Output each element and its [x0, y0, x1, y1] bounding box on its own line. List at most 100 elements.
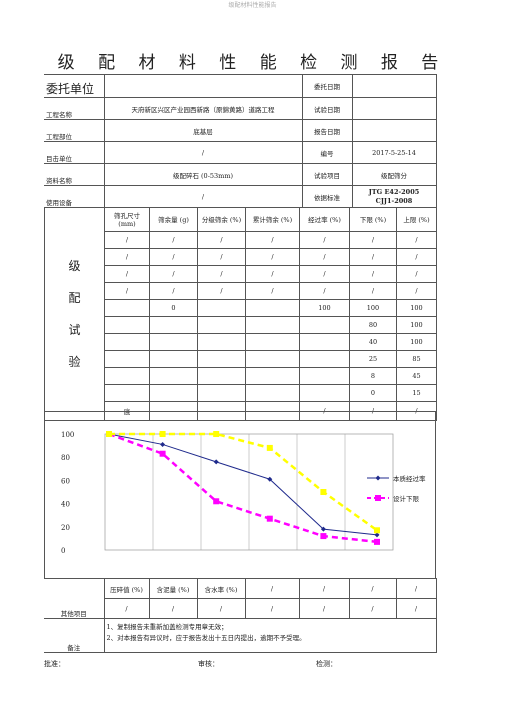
others-value: /: [298, 598, 350, 619]
grading-cell: /: [396, 265, 437, 283]
grading-cell: /: [349, 282, 397, 300]
data-point: [374, 538, 380, 545]
number-value: 2017-5-25-14: [351, 141, 437, 164]
standard-label: 依据标准: [301, 185, 353, 208]
client-date-label: 委托日期: [301, 74, 353, 98]
data-point: [106, 431, 112, 437]
grading-cell: /: [396, 231, 437, 249]
grading-cell: /: [197, 248, 246, 266]
standard-line-1: JTG E42-2005: [368, 187, 420, 196]
report-date-label: 报告日期: [301, 119, 353, 142]
others-header: 含水率 (%): [196, 578, 246, 599]
others-table: 其他项目 压碎值 (%) 含泥量 (%) 含水率 (%) / / / / / / / / / / /: [44, 578, 437, 619]
notes-label: 备注: [44, 618, 105, 653]
grading-cell: /: [245, 265, 300, 283]
grading-cell: /: [349, 248, 397, 266]
grading-cell: [104, 367, 150, 385]
grading-side-char: 试: [68, 323, 81, 337]
series-line: [108, 433, 378, 536]
y-tick-label: 20: [61, 524, 70, 532]
grading-cell: 15: [396, 384, 437, 402]
grading-cell: 45: [396, 367, 437, 385]
grading-cell: [197, 350, 246, 368]
grading-cell: [104, 333, 150, 351]
others-value: /: [348, 598, 397, 619]
grading-cell: [104, 316, 150, 334]
y-tick-label: 100: [61, 431, 74, 439]
material-label: 资料名称: [44, 163, 105, 186]
project-part-label: 工程部位: [44, 119, 105, 142]
grading-cell: /: [299, 265, 350, 283]
grading-cell: [197, 333, 246, 351]
data-point: [266, 515, 273, 522]
grading-row: 0 15: [45, 384, 437, 402]
notes-content: 1、复制报告未重新加盖检测专用章无效； 2、对本报告有异议时，应于报告发出十五日…: [103, 618, 437, 653]
grading-row: 25 85: [45, 350, 437, 368]
grading-cell: /: [197, 282, 246, 300]
grading-table: 级配试验筛孔尺寸 (mm) 筛余量 (g) 分级筛余 (%) 累计筛余 (%) 经过率 …: [44, 207, 437, 421]
grading-side-label: 级配试验: [44, 207, 105, 421]
origin-label: 目击单位: [44, 141, 105, 164]
note-line-1: 1、复制报告未重新加盖检测专用章无效；: [106, 623, 228, 631]
data-point: [320, 533, 327, 540]
grading-cell: [299, 367, 350, 385]
grading-cell: 100: [349, 299, 397, 317]
grading-cell: [245, 367, 300, 385]
data-point: [213, 459, 219, 465]
data-point: [266, 444, 273, 451]
test-item-value: 级配筛分: [351, 163, 437, 186]
grading-cell: [245, 333, 300, 351]
grading-header: 经过率 (%): [299, 207, 350, 232]
others-value: /: [244, 598, 300, 619]
data-point: [267, 476, 273, 482]
series-line: [108, 432, 378, 544]
grading-cell: [149, 384, 198, 402]
data-point: [374, 532, 380, 538]
legend-label: 设计下限: [393, 494, 420, 503]
grading-cell: [149, 333, 198, 351]
grading-cell: /: [245, 248, 300, 266]
grading-header: 上限 (%): [396, 207, 437, 232]
others-value: /: [148, 598, 198, 619]
grading-cell: 0: [149, 299, 198, 317]
grading-cell: /: [349, 265, 397, 283]
grading-cell: 100: [396, 333, 437, 351]
grading-cell: /: [149, 265, 198, 283]
grading-cell: /: [299, 248, 350, 266]
grading-cell: 0: [349, 384, 397, 402]
grading-cell: /: [149, 231, 198, 249]
faint-header: 级配材料性能报告: [228, 2, 277, 9]
grading-cell: [197, 316, 246, 334]
client-date-value: [351, 74, 437, 98]
chart-frame: 100 80 60 40 20 0 本质经过率 设计下限: [44, 411, 436, 579]
grading-cell: 85: [396, 350, 437, 368]
grading-row: 40 100: [45, 333, 437, 351]
grading-cell: /: [349, 231, 397, 249]
legend-marker: [375, 495, 381, 501]
test-date-label: 试验日期: [301, 97, 353, 120]
number-label: 编号: [301, 141, 353, 164]
grading-row: / / / / / / /: [45, 265, 437, 283]
others-header: 含泥量 (%): [148, 578, 198, 599]
grading-header: 分级筛余 (%): [197, 207, 246, 232]
data-point: [213, 431, 220, 437]
grading-row: 0 100 100 100: [45, 299, 437, 317]
grading-side-char: 配: [68, 291, 81, 305]
note-line-2: 2、对本报告有异议时，应于报告发出十五日内提出，逾期不予受理。: [106, 634, 306, 642]
grading-cell: /: [104, 282, 150, 300]
others-header: /: [298, 578, 350, 599]
others-header: /: [395, 578, 437, 599]
review-label: 审核：: [198, 660, 219, 668]
grading-cell: [104, 350, 150, 368]
grading-header: 筛孔尺寸 (mm): [104, 207, 150, 232]
approve-label: 批准：: [44, 660, 65, 668]
grading-cell: [299, 384, 350, 402]
others-value: /: [395, 598, 437, 619]
test-item-label: 试验项目: [301, 163, 353, 186]
grading-cell: [197, 384, 246, 402]
data-point: [159, 431, 166, 437]
grading-cell: /: [104, 248, 150, 266]
grading-cell: /: [245, 282, 300, 300]
equipment-label: 使用设备: [44, 185, 105, 208]
